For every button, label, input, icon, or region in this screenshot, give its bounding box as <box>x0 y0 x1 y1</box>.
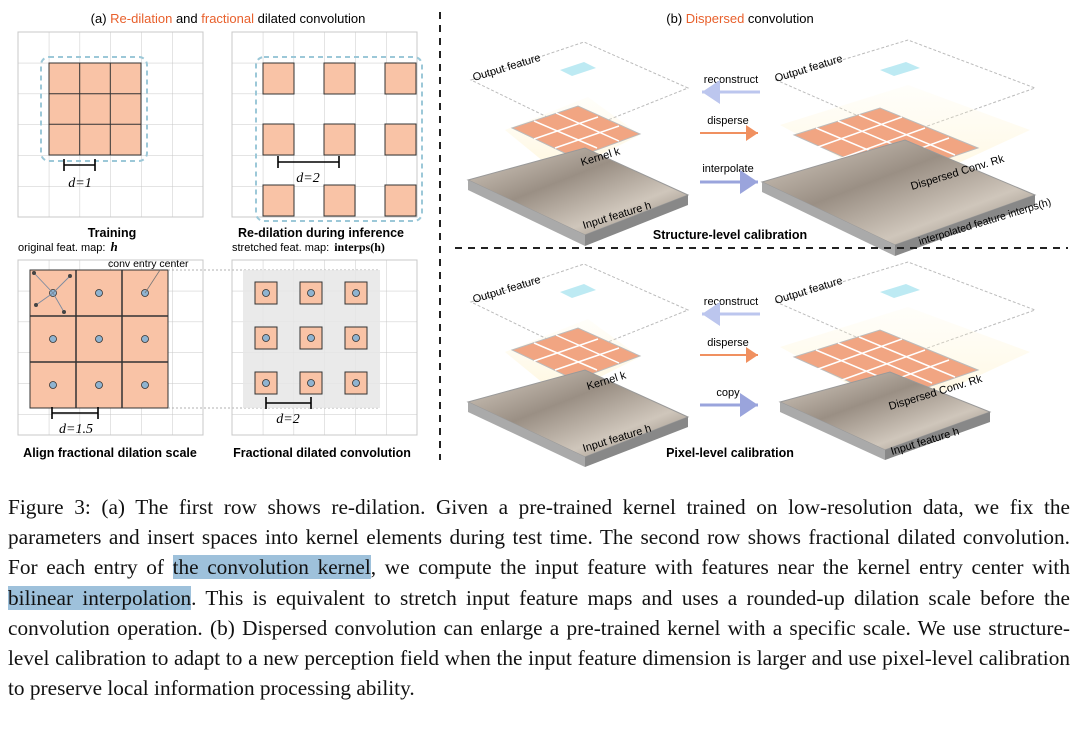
reconstruct-label-2: reconstruct <box>704 296 758 308</box>
figure: (a) Re-dilation and fractional dilated c… <box>17 11 1068 467</box>
fractional-label: Fractional dilated convolution <box>233 446 411 460</box>
stretched-feat-label: stretched feat. map: interps(h) <box>232 240 385 254</box>
copy-label: copy <box>716 387 740 399</box>
panel-a-title: (a) Re-dilation and fractional dilated c… <box>91 11 366 26</box>
disperse-label-1: disperse <box>707 115 749 127</box>
panel-b-title: (b) Dispersed convolution <box>666 11 813 26</box>
redilation-label: Re-dilation during inference <box>238 226 404 240</box>
redilation-grid: d=2 <box>231 31 423 222</box>
stack-bottom-right: Output feature Dispersed Conv. Rk Input … <box>773 261 1037 460</box>
training-label: Training <box>88 226 137 240</box>
stack-top-right: Output feature Dispersed Conv. Rk interp… <box>760 39 1053 256</box>
d2b-label: d=2 <box>276 412 299 427</box>
training-grid: d=1 <box>17 31 204 218</box>
align-label: Align fractional dilation scale <box>23 446 197 460</box>
interpolate-label: interpolate <box>702 163 753 175</box>
reconstruct-label-1: reconstruct <box>704 74 758 86</box>
disperse-label-2: disperse <box>707 337 749 349</box>
caption-text-3: . This is equivalent to stretch input fe… <box>8 585 1070 701</box>
d15-label: d=1.5 <box>59 422 93 437</box>
caption-text-2: , we compute the input feature with feat… <box>370 555 1071 580</box>
figure-caption: Figure 3: (a) The first row shows re-dil… <box>8 492 1070 703</box>
pixel-level-label: Pixel-level calibration <box>666 446 794 460</box>
orig-feat-label: original feat. map: h <box>18 239 118 254</box>
structure-level-label: Structure-level calibration <box>653 228 807 242</box>
stack-top-left: Output feature Kernel k Input feature h <box>466 41 690 246</box>
caption-highlight-2[interactable]: bilinear interpolation <box>8 585 192 610</box>
align-grid: d=1.5 <box>17 259 204 437</box>
fractional-grid: d=2 <box>231 259 418 436</box>
conv-entry-center-label: conv entry center <box>108 258 189 270</box>
stack-bottom-left: Output feature Kernel k Input feature h <box>466 263 690 467</box>
caption-text-1: Figure 3: (a) The first row shows re-dil… <box>8 495 1070 580</box>
caption-highlight-1[interactable]: the convolution kernel <box>172 555 371 580</box>
d2-label: d=2 <box>296 171 319 186</box>
d1-label: d=1 <box>68 176 91 191</box>
